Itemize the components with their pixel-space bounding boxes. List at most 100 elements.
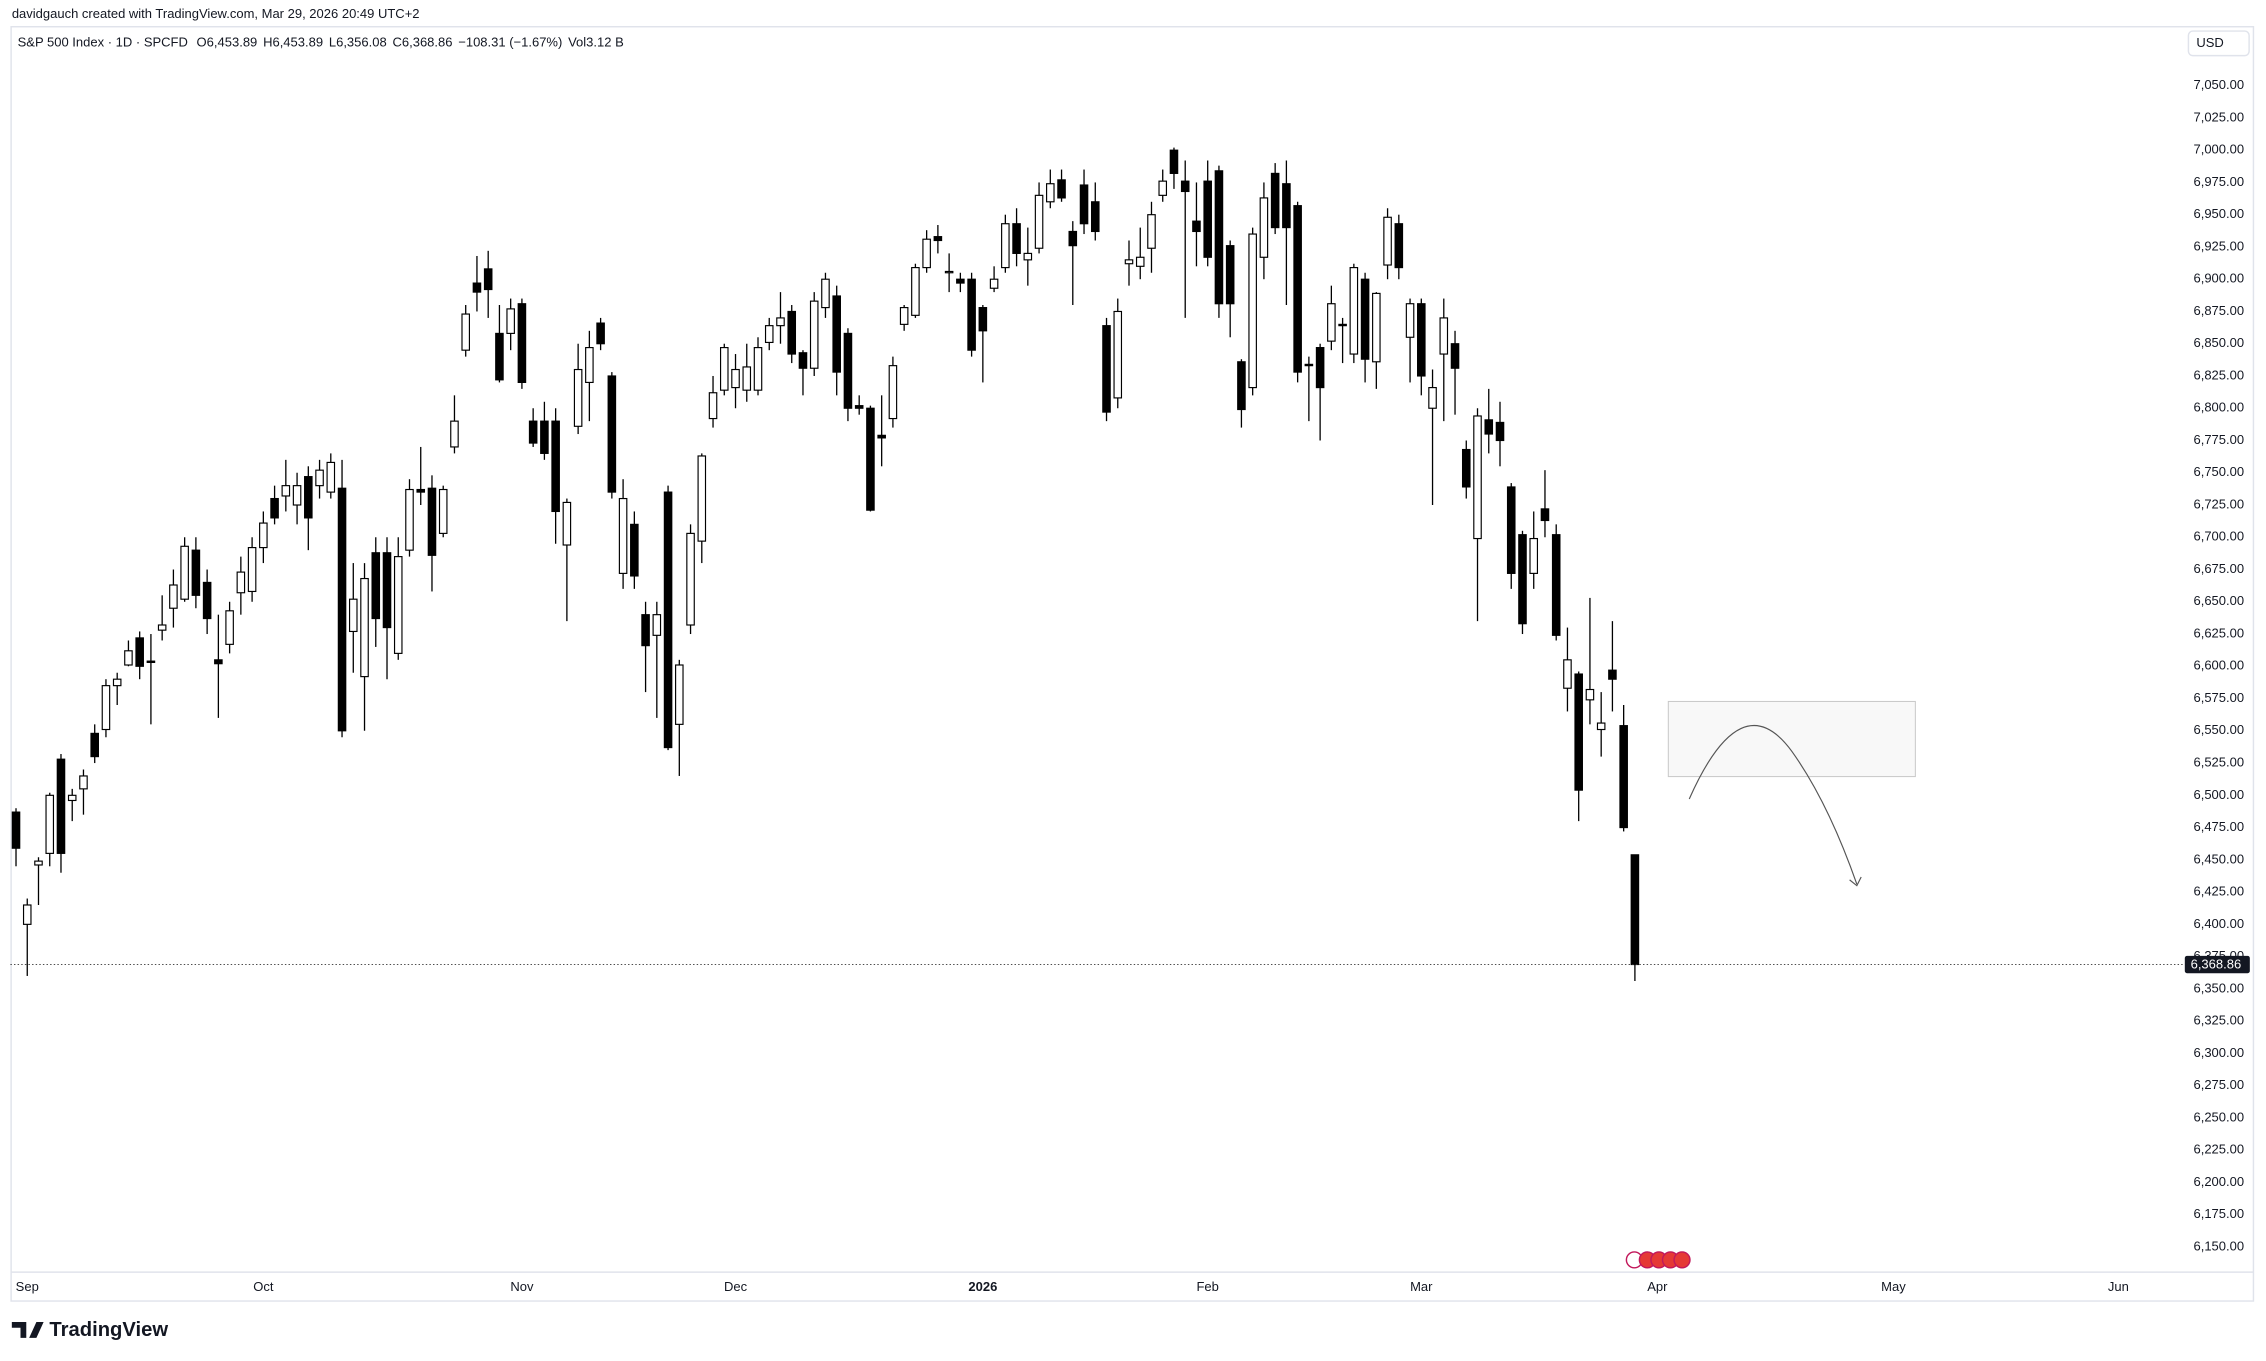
candle-body: [1551, 534, 1561, 636]
candle-body: [809, 300, 819, 369]
candle-body: [1023, 252, 1033, 261]
y-tick-label: 6,325.00: [2193, 1013, 2244, 1028]
candle-body: [1349, 267, 1359, 355]
candle-body: [641, 614, 650, 647]
candle-body: [1327, 303, 1336, 342]
candle-body: [348, 598, 358, 633]
ohlc-key: L: [329, 35, 336, 50]
candle-body: [1012, 223, 1021, 254]
y-tick-label: 6,425.00: [2193, 884, 2244, 899]
candle-body: [191, 549, 201, 596]
candle-body: [888, 365, 898, 420]
x-tick-label: May: [1881, 1279, 1906, 1294]
candle-body: [1608, 669, 1617, 680]
candle-body: [618, 497, 628, 574]
candle-body: [832, 295, 841, 373]
candle-body: [956, 278, 965, 284]
candle-body: [1046, 183, 1055, 203]
candle-body: [1270, 172, 1280, 229]
y-tick-label: 6,750.00: [2193, 464, 2244, 479]
candle-body: [663, 491, 673, 749]
candle-body: [1585, 688, 1595, 701]
candle-body: [1090, 201, 1100, 233]
candle-body: [124, 650, 133, 666]
candle-body: [1540, 508, 1550, 522]
candle-body: [1619, 725, 1628, 829]
projection-arrow[interactable]: [1688, 724, 1858, 885]
candle-body: [1180, 180, 1190, 193]
target-zone[interactable]: [1667, 700, 1916, 778]
candle-body: [731, 368, 740, 389]
candle-body: [483, 268, 493, 291]
candle-body: [1417, 303, 1426, 377]
candle-body: [1630, 854, 1640, 966]
candle-body: [1360, 278, 1370, 360]
event-icons[interactable]: [1625, 1251, 1691, 1269]
candle-body: [1124, 259, 1134, 265]
candle-body: [360, 577, 369, 678]
logo-mark: [11, 1321, 44, 1338]
volume-key: Vol: [568, 35, 586, 50]
candle-body: [866, 407, 875, 511]
candle-body: [1135, 256, 1145, 267]
brand-logo: [11, 1321, 44, 1338]
brand: TradingView: [49, 1319, 168, 1341]
candle-body: [1001, 223, 1010, 269]
last-price-label: 6,368.86: [2191, 957, 2242, 972]
y-tick-label: 6,725.00: [2193, 496, 2244, 511]
candle-body: [596, 322, 605, 345]
candle-body: [787, 310, 797, 355]
candle-body: [315, 469, 324, 487]
y-tick-label: 6,500.00: [2193, 787, 2244, 802]
candle-body: [34, 860, 43, 866]
candle-body: [686, 532, 695, 626]
y-tick-label: 6,975.00: [2193, 174, 2244, 189]
x-tick-label: Dec: [724, 1279, 748, 1294]
candle-body: [1079, 184, 1089, 225]
y-tick-label: 6,875.00: [2193, 303, 2244, 318]
y-tick-label: 6,625.00: [2193, 625, 2244, 640]
candle-body: [472, 282, 482, 293]
candle-body: [427, 487, 437, 556]
candle-body: [236, 571, 246, 594]
ohlc-key: H: [263, 35, 272, 50]
x-tick-label: 2026: [968, 1279, 997, 1294]
candle-body: [821, 278, 830, 309]
y-tick-label: 6,400.00: [2193, 916, 2244, 931]
y-tick-label: 6,225.00: [2193, 1142, 2244, 1157]
y-tick-label: 7,050.00: [2193, 77, 2244, 92]
candle-body: [1102, 325, 1111, 413]
candle-body: [146, 660, 156, 663]
candle-body: [989, 278, 999, 289]
ohlc-value: 6,356.08: [336, 35, 387, 50]
candle-body: [1293, 205, 1302, 373]
candle-body: [90, 732, 99, 758]
candle-body: [1169, 149, 1179, 174]
candle-body: [112, 678, 122, 687]
candle-body: [157, 624, 167, 631]
candle-body: [11, 811, 21, 849]
volume: 3.12 B: [586, 35, 624, 50]
currency[interactable]: USD: [2196, 35, 2223, 50]
y-tick-label: 6,925.00: [2193, 238, 2244, 253]
ohlc-key: O: [197, 35, 207, 50]
candle-body: [562, 501, 572, 546]
candle-body: [753, 347, 763, 391]
y-tick-label: 6,175.00: [2193, 1206, 2244, 1221]
event-icon[interactable]: [1673, 1251, 1691, 1269]
y-tick-label: 6,450.00: [2193, 851, 2244, 866]
y-tick-label: 6,575.00: [2193, 690, 2244, 705]
last-price-tag: [2184, 955, 2250, 974]
candle-body: [1563, 659, 1572, 689]
candle-body: [517, 303, 527, 384]
x-tick-label: Jun: [2108, 1279, 2129, 1294]
x-tick-label: Nov: [510, 1279, 534, 1294]
candle-body: [922, 238, 931, 269]
candle-body: [764, 325, 774, 344]
candle-body: [247, 547, 257, 593]
x-tick-label: Sep: [16, 1279, 39, 1294]
y-tick-label: 7,025.00: [2193, 109, 2244, 124]
currency-button[interactable]: [2187, 30, 2250, 57]
candle-body: [1068, 230, 1078, 247]
y-tick-label: 7,000.00: [2193, 142, 2244, 157]
